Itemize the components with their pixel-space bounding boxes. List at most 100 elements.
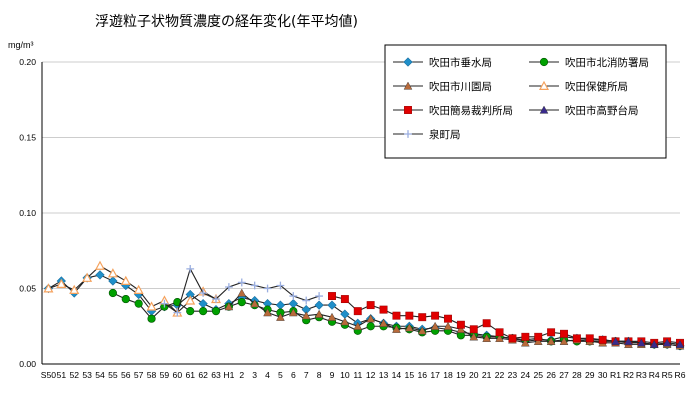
data-point	[212, 295, 220, 303]
data-point	[624, 336, 633, 345]
data-point	[534, 332, 543, 341]
data-point	[572, 334, 581, 343]
series-7	[160, 264, 324, 317]
data-point	[611, 336, 620, 345]
data-point	[107, 268, 118, 278]
legend-box	[384, 44, 667, 159]
x-tick-label: 60	[173, 370, 183, 380]
data-point	[649, 339, 659, 348]
legend-marker	[404, 106, 412, 114]
legend-label: 吹田市北消防署局	[565, 56, 649, 69]
data-point	[185, 295, 196, 305]
series-5	[328, 292, 684, 347]
data-point	[662, 338, 672, 347]
data-point	[431, 311, 440, 320]
data-point	[288, 308, 298, 317]
x-tick-label: 22	[495, 370, 505, 380]
data-point	[456, 320, 465, 329]
data-point	[469, 325, 478, 334]
data-point	[495, 328, 504, 337]
data-point	[469, 332, 479, 341]
data-point	[108, 276, 118, 286]
data-point	[314, 300, 324, 310]
x-tick-label: 8	[317, 370, 322, 380]
legend-marker	[539, 105, 549, 114]
x-tick-label: 9	[330, 370, 335, 380]
data-point	[404, 323, 414, 332]
x-tick-label: 15	[405, 370, 415, 380]
data-point	[276, 281, 285, 290]
data-point	[160, 299, 169, 308]
data-point	[133, 284, 144, 295]
x-tick-label: R6	[675, 370, 686, 380]
legend-item: 吹田簡易裁判所局	[393, 104, 513, 117]
data-point	[95, 270, 105, 280]
data-point	[482, 319, 491, 328]
data-point	[173, 308, 182, 317]
data-point	[366, 314, 376, 323]
data-point	[121, 294, 130, 304]
x-tick-label: 17	[430, 370, 440, 380]
data-point	[533, 336, 543, 345]
x-tick-label: 30	[598, 370, 608, 380]
series-line	[48, 274, 681, 347]
data-point	[430, 321, 440, 330]
data-point	[508, 334, 517, 343]
x-tick-label: 10	[340, 370, 350, 380]
data-point	[199, 307, 208, 316]
data-point	[417, 326, 427, 335]
x-tick-label: 25	[533, 370, 543, 380]
x-tick-label: 21	[482, 370, 492, 380]
data-point	[636, 338, 646, 347]
y-axis-unit: mg/m³	[8, 40, 34, 50]
data-point	[315, 292, 324, 300]
data-point	[585, 334, 594, 343]
data-point	[482, 333, 492, 342]
legend-marker	[404, 130, 412, 138]
x-tick-label: 24	[521, 370, 531, 380]
x-tick-label: 19	[456, 370, 466, 380]
legend-label: 泉町局	[429, 128, 461, 141]
legend-item: 吹田市垂水局	[393, 56, 492, 69]
data-point	[56, 278, 67, 288]
data-point	[69, 284, 80, 295]
data-point	[405, 311, 414, 320]
x-tick-label: 61	[185, 370, 195, 380]
data-point	[560, 329, 568, 338]
data-point	[327, 312, 337, 321]
data-point	[314, 309, 324, 318]
data-point	[237, 288, 247, 297]
data-point	[276, 312, 285, 321]
data-point	[250, 299, 260, 308]
x-tick-label: 59	[160, 370, 170, 380]
x-tick-label: 58	[147, 370, 157, 380]
data-point	[263, 308, 272, 317]
data-point	[211, 307, 221, 316]
data-point	[340, 309, 350, 319]
data-point	[224, 283, 233, 291]
y-tick-label: 0.15	[19, 133, 36, 143]
data-point	[288, 298, 298, 309]
data-point	[250, 281, 259, 290]
data-point	[120, 275, 131, 285]
x-tick-label: R3	[636, 370, 647, 380]
y-tick-label: 0.00	[19, 359, 36, 369]
x-tick-label: R5	[662, 370, 673, 380]
x-tick-label: 7	[304, 370, 309, 380]
data-point	[392, 311, 401, 320]
data-point	[43, 283, 54, 293]
series-6	[611, 336, 685, 348]
data-point	[520, 338, 530, 347]
x-tick-label: 11	[353, 370, 362, 380]
x-tick-label: 28	[572, 370, 582, 380]
series-layer	[43, 260, 685, 351]
legend-marker	[403, 57, 413, 67]
data-point	[301, 311, 311, 320]
data-point	[521, 332, 530, 341]
chart-title: 浮遊粒子状物質濃度の経年変化(年平均値)	[95, 13, 358, 30]
data-point	[275, 300, 286, 310]
data-point	[366, 301, 375, 310]
data-point	[146, 301, 157, 311]
